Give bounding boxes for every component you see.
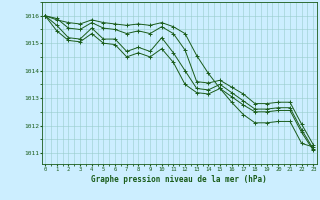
X-axis label: Graphe pression niveau de la mer (hPa): Graphe pression niveau de la mer (hPa) [91,175,267,184]
